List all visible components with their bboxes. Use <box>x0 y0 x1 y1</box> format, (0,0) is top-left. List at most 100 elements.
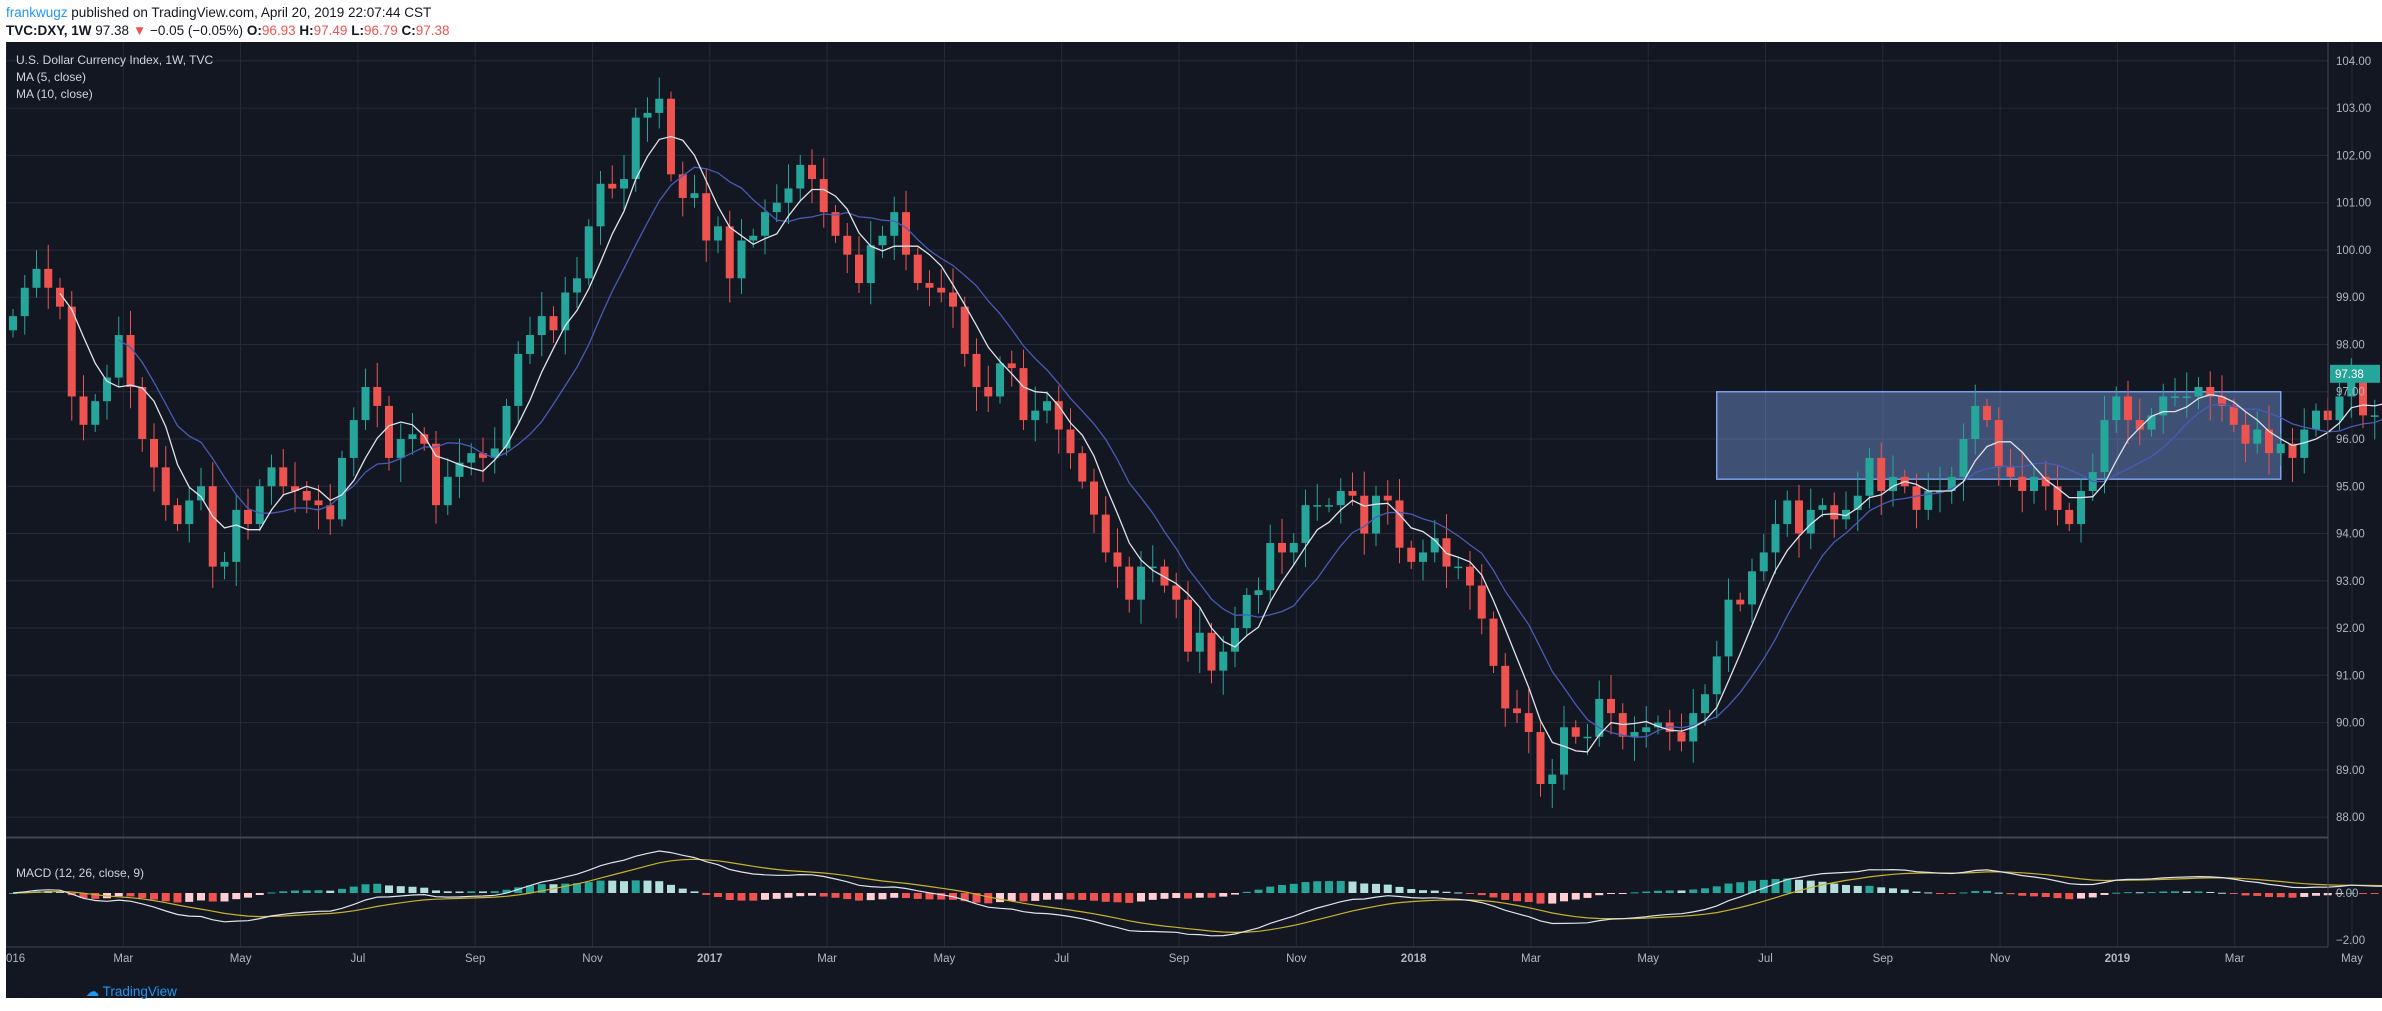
candle-body <box>643 112 652 118</box>
moving-averages <box>59 135 2382 753</box>
candle-body <box>1395 500 1404 548</box>
candle-body <box>255 486 264 525</box>
macd-histogram-bar <box>291 890 299 893</box>
created-with-label: Created with <box>6 984 82 999</box>
macd-histogram-bar <box>1125 893 1134 903</box>
candle-body <box>2347 382 2356 397</box>
candle-body <box>420 434 429 444</box>
candle-body <box>126 335 135 388</box>
open-value: 96.93 <box>261 23 296 38</box>
candle-body <box>2053 486 2062 510</box>
macd-histogram-bar <box>1748 880 1756 893</box>
candle-body <box>1360 495 1369 534</box>
candle-body <box>326 505 335 520</box>
macd-histogram-bar <box>1184 893 1192 899</box>
macd-histogram-bar <box>1477 893 1486 896</box>
macd-histogram-bar <box>479 891 487 893</box>
macd-histogram-bar <box>1889 888 1897 893</box>
macd-histogram-bar <box>902 893 910 899</box>
candle-body <box>678 174 687 198</box>
tradingview-logo-icon[interactable]: ☁ <box>85 984 100 999</box>
macd-histogram-bar <box>2006 893 2015 895</box>
candle-body <box>443 476 452 506</box>
macd-histogram-bar <box>937 893 946 900</box>
candle-body <box>1242 594 1251 629</box>
candle-body <box>2112 396 2121 421</box>
macd-histogram-bar <box>408 886 417 893</box>
macd-histogram-bar <box>349 886 358 893</box>
candle-body <box>1372 495 1380 534</box>
macd-histogram-bar <box>255 893 264 896</box>
macd-histogram-bar <box>173 893 182 903</box>
candle-body <box>819 179 828 213</box>
candle-body <box>2359 382 2367 416</box>
axes: 104.00 103.00 102.00 101.00 100.00 99.00 98.00… <box>6 42 2380 965</box>
candle-body <box>20 287 29 317</box>
macd-histogram-bar <box>490 891 499 893</box>
candle-body <box>514 353 523 406</box>
macd-histogram-bar <box>972 893 981 903</box>
candle-body <box>173 505 182 525</box>
signal-line <box>12 858 2382 934</box>
macd-histogram-bar <box>1595 893 1604 896</box>
candle-body <box>702 193 711 241</box>
chart-container[interactable]: 104.00 103.00 102.00 101.00 100.00 99.00 98.00… <box>5 42 2382 998</box>
macd-histogram-bar <box>526 885 534 893</box>
candle-body <box>2100 420 2109 473</box>
candle-body <box>1313 505 1322 507</box>
candle-body <box>855 254 863 284</box>
candle-body <box>1148 566 1157 569</box>
candle-body <box>1254 590 1263 595</box>
author-link[interactable]: frankwugz <box>6 5 68 20</box>
macd-histogram-bar <box>1677 890 1686 893</box>
macd-histogram-bar <box>1466 893 1474 894</box>
tradingview-link[interactable]: TradingView <box>102 984 177 999</box>
price-tick-label: 102.00 <box>2336 150 2371 162</box>
candle-body <box>138 387 147 439</box>
macd-histogram-bar <box>1665 890 1674 893</box>
candle-body <box>772 202 781 213</box>
low-value: 96.79 <box>363 23 398 38</box>
candle-body <box>831 212 840 236</box>
candle-body <box>1430 538 1439 553</box>
chart-svg[interactable]: 104.00 103.00 102.00 101.00 100.00 99.00 98.00… <box>5 42 2382 998</box>
candle-body <box>1113 552 1122 567</box>
candle-body <box>161 467 170 506</box>
macd-histogram-bar <box>1266 886 1275 893</box>
candle-body <box>913 254 922 284</box>
candle-body <box>2159 396 2168 416</box>
time-tick-label: Mar <box>2225 953 2245 965</box>
macd-histogram-bar <box>1313 881 1322 893</box>
macd-histogram-bar <box>502 889 511 893</box>
high-label: H: <box>299 23 314 38</box>
chart-title: U.S. Dollar Currency Index, 1W, TVC <box>16 53 214 67</box>
macd-histogram-bar <box>1524 893 1533 903</box>
candle-body <box>960 306 969 354</box>
candle-body <box>91 401 100 425</box>
macd-histogram-bar <box>573 883 581 893</box>
candle-body <box>1724 599 1733 657</box>
change-value: −0.05 (−0.05%) <box>149 23 244 38</box>
price-tick-label: 93.00 <box>2336 576 2365 588</box>
macd-histogram-bar <box>279 891 288 893</box>
candle-body <box>1983 405 1991 421</box>
macd-histogram-bar <box>643 880 652 893</box>
macd-histogram-bar <box>2182 891 2191 893</box>
macd-legend: MACD (12, 26, close, 9) <box>16 866 144 880</box>
macd-histogram-bar <box>1853 885 1862 893</box>
macd-histogram-bar <box>1007 893 1016 901</box>
macd-histogram-bar <box>1771 878 1780 893</box>
candle-body <box>690 193 699 198</box>
time-tick-label: Jul <box>351 953 366 965</box>
macd-histogram-bar <box>1031 893 1040 901</box>
candle-body <box>972 353 981 388</box>
candle-body <box>1419 552 1427 562</box>
macd-histogram-bar <box>1830 883 1839 893</box>
candle-body <box>385 405 393 458</box>
candle-body <box>937 287 946 293</box>
candle-body <box>796 164 805 189</box>
candle-body <box>1736 599 1745 605</box>
last-price-label: 97.38 <box>2335 369 2364 381</box>
price-tick-label: 90.00 <box>2336 718 2365 730</box>
macd-histogram-bar <box>749 893 758 901</box>
